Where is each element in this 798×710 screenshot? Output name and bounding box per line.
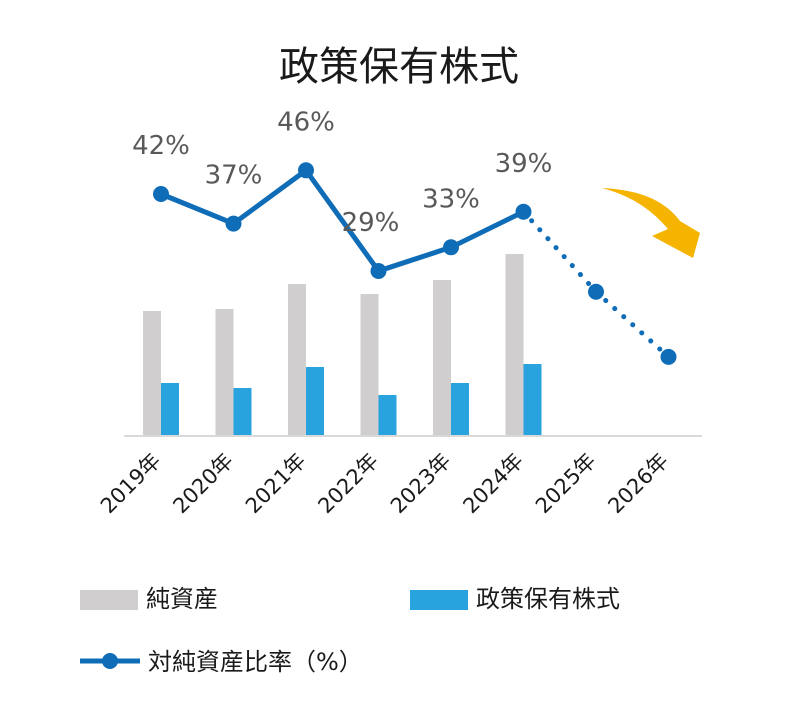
line-series-actual [160, 167, 525, 274]
line-point-5 [515, 203, 532, 220]
line-point-0 [153, 186, 169, 202]
bar-政策保有株式-5 [523, 364, 542, 435]
x-tick-label-4: 2023年 [386, 449, 456, 519]
line-point-3 [370, 263, 387, 279]
trend-arrow-icon [602, 188, 700, 258]
line-point-6 [588, 283, 604, 300]
x-tick-label-7: 2026年 [603, 449, 673, 519]
line-point-2 [298, 162, 314, 179]
line-point-1 [225, 215, 242, 232]
x-tick-label-1: 2020年 [168, 449, 238, 519]
legend-swatch-1 [410, 590, 468, 610]
bar-政策保有株式-4 [451, 383, 469, 435]
legend-label-0: 純資産 [146, 585, 218, 613]
bar-政策保有株式-1 [233, 388, 252, 435]
data-label-0: 42% [132, 131, 190, 161]
line-point-4 [443, 239, 459, 256]
legend-label-2: 対純資産比率（%） [148, 648, 363, 676]
data-label-5: 39% [495, 149, 553, 179]
legend-label-1: 政策保有株式 [476, 585, 620, 613]
bar-純資産-3 [360, 294, 379, 435]
bar-純資産-5 [505, 254, 524, 435]
bar-政策保有株式-3 [378, 395, 397, 435]
x-tick-label-0: 2019年 [96, 449, 166, 519]
bar-政策保有株式-2 [306, 367, 324, 435]
line-point-7 [660, 348, 677, 365]
chart-title: 政策保有株式 [279, 44, 519, 90]
bar-政策保有株式-0 [161, 383, 179, 435]
x-tick-label-3: 2022年 [313, 449, 383, 519]
data-label-3: 29% [342, 208, 400, 238]
data-label-4: 33% [422, 184, 480, 214]
x-tick-label-2: 2021年 [241, 449, 311, 519]
data-label-1: 37% [205, 161, 263, 191]
x-tick-label-5: 2024年 [458, 449, 528, 519]
bar-純資産-2 [288, 284, 306, 435]
data-label-2: 46% [277, 107, 335, 137]
legend-swatch-0 [80, 590, 138, 610]
x-tick-label-6: 2025年 [531, 449, 601, 519]
legend-swatch-2-marker [102, 653, 118, 669]
bar-純資産-4 [433, 280, 451, 435]
bar-純資産-1 [215, 309, 234, 435]
bar-純資産-0 [143, 311, 161, 435]
